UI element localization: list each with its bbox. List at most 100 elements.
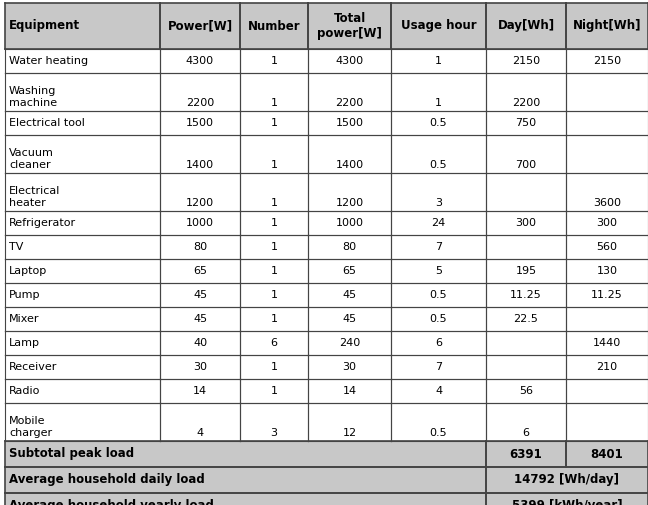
Text: 7: 7 — [435, 242, 442, 252]
Text: 700: 700 — [515, 160, 537, 170]
Text: Washing
machine: Washing machine — [9, 86, 57, 108]
Text: 0.5: 0.5 — [430, 314, 447, 324]
Text: 45: 45 — [342, 314, 356, 324]
Text: 1: 1 — [435, 98, 442, 108]
Text: 1500: 1500 — [336, 118, 364, 128]
Text: 11.25: 11.25 — [510, 290, 542, 300]
Text: 2200: 2200 — [186, 98, 214, 108]
Text: 1: 1 — [270, 314, 277, 324]
Bar — [5, 441, 486, 467]
Text: 560: 560 — [597, 242, 618, 252]
Text: 5: 5 — [435, 266, 442, 276]
Text: Number: Number — [248, 20, 300, 32]
Text: 4300: 4300 — [186, 56, 214, 66]
Text: 1: 1 — [270, 290, 277, 300]
Text: 56: 56 — [519, 386, 533, 396]
Text: 1: 1 — [270, 118, 277, 128]
Text: 1500: 1500 — [186, 118, 214, 128]
Text: 1400: 1400 — [336, 160, 364, 170]
Text: Average household yearly load: Average household yearly load — [9, 499, 214, 505]
Text: 1: 1 — [270, 56, 277, 66]
Text: TV: TV — [9, 242, 23, 252]
Text: Night[Wh]: Night[Wh] — [573, 20, 642, 32]
Text: Electrical
heater: Electrical heater — [9, 186, 60, 208]
Text: 14792 [Wh/day]: 14792 [Wh/day] — [515, 474, 619, 486]
Text: 2150: 2150 — [593, 56, 621, 66]
Text: 1200: 1200 — [186, 198, 214, 208]
Text: 195: 195 — [515, 266, 537, 276]
Text: Laptop: Laptop — [9, 266, 47, 276]
Text: 12: 12 — [342, 428, 356, 438]
Text: 1: 1 — [270, 386, 277, 396]
Text: 300: 300 — [597, 218, 618, 228]
Text: 30: 30 — [193, 362, 207, 372]
Text: Total
power[W]: Total power[W] — [317, 12, 382, 40]
Text: 3: 3 — [435, 198, 442, 208]
Text: 11.25: 11.25 — [591, 290, 623, 300]
Text: 4300: 4300 — [336, 56, 364, 66]
Text: 1200: 1200 — [336, 198, 364, 208]
Text: 6: 6 — [270, 338, 277, 348]
Text: 1: 1 — [270, 266, 277, 276]
Text: Lamp: Lamp — [9, 338, 40, 348]
Text: 45: 45 — [342, 290, 356, 300]
Text: Mixer: Mixer — [9, 314, 40, 324]
Text: 1: 1 — [270, 160, 277, 170]
Text: 6391: 6391 — [509, 447, 542, 461]
Text: 0.5: 0.5 — [430, 428, 447, 438]
Text: 7: 7 — [435, 362, 442, 372]
Text: 24: 24 — [432, 218, 446, 228]
Text: 1: 1 — [270, 198, 277, 208]
Text: 65: 65 — [193, 266, 207, 276]
Text: 45: 45 — [193, 290, 207, 300]
Text: 0.5: 0.5 — [430, 118, 447, 128]
Text: 14: 14 — [193, 386, 207, 396]
Text: Equipment: Equipment — [9, 20, 80, 32]
Bar — [391, 3, 486, 49]
Text: 45: 45 — [193, 314, 207, 324]
Text: 4: 4 — [196, 428, 203, 438]
Text: 40: 40 — [193, 338, 207, 348]
Text: 6: 6 — [435, 338, 442, 348]
Bar — [5, 467, 486, 493]
Text: 1000: 1000 — [336, 218, 364, 228]
Text: 1: 1 — [270, 242, 277, 252]
Text: 750: 750 — [515, 118, 537, 128]
Text: 22.5: 22.5 — [514, 314, 538, 324]
Text: 80: 80 — [342, 242, 356, 252]
Text: 1: 1 — [270, 98, 277, 108]
Text: 3: 3 — [270, 428, 277, 438]
Text: Usage hour: Usage hour — [400, 20, 476, 32]
Text: 130: 130 — [597, 266, 618, 276]
Text: 1400: 1400 — [186, 160, 214, 170]
Text: 1: 1 — [270, 362, 277, 372]
Bar — [308, 3, 391, 49]
Text: 1000: 1000 — [186, 218, 214, 228]
Text: 14: 14 — [342, 386, 356, 396]
Text: 1: 1 — [435, 56, 442, 66]
Text: 65: 65 — [343, 266, 356, 276]
Text: Power[W]: Power[W] — [167, 20, 233, 32]
Text: 1440: 1440 — [593, 338, 621, 348]
Text: 2150: 2150 — [512, 56, 540, 66]
Bar — [566, 3, 648, 49]
Text: Refrigerator: Refrigerator — [9, 218, 76, 228]
Bar — [160, 3, 240, 49]
Text: 300: 300 — [516, 218, 537, 228]
Text: Electrical tool: Electrical tool — [9, 118, 85, 128]
Text: 2200: 2200 — [336, 98, 364, 108]
Text: Pump: Pump — [9, 290, 40, 300]
Text: 8401: 8401 — [590, 447, 623, 461]
Text: Subtotal peak load: Subtotal peak load — [9, 447, 134, 461]
Text: Average household daily load: Average household daily load — [9, 474, 205, 486]
Bar — [486, 467, 648, 493]
Text: Day[Wh]: Day[Wh] — [498, 20, 555, 32]
Text: 3600: 3600 — [593, 198, 621, 208]
Text: Vacuum
cleaner: Vacuum cleaner — [9, 147, 54, 170]
Bar — [566, 441, 648, 467]
Text: 0.5: 0.5 — [430, 290, 447, 300]
Bar — [240, 3, 308, 49]
Text: 6: 6 — [522, 428, 529, 438]
Text: 2200: 2200 — [512, 98, 540, 108]
Text: 210: 210 — [596, 362, 618, 372]
